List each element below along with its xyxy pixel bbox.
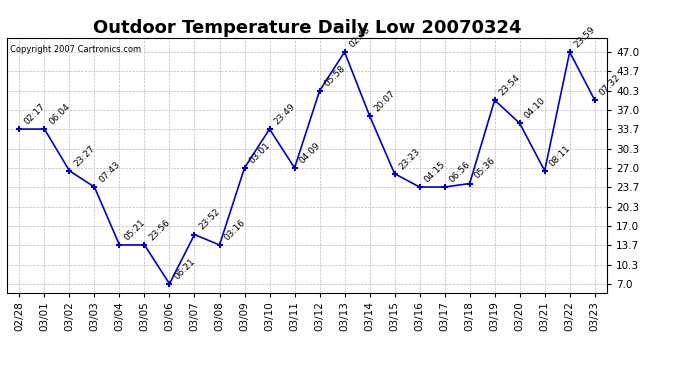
Text: 23:23: 23:23 [397, 146, 422, 171]
Text: 04:09: 04:09 [297, 141, 322, 165]
Text: 07:43: 07:43 [97, 160, 122, 184]
Text: 23:27: 23:27 [72, 144, 97, 168]
Text: Copyright 2007 Cartronics.com: Copyright 2007 Cartronics.com [10, 45, 141, 54]
Text: 06:04: 06:04 [47, 102, 72, 126]
Text: 20:07: 20:07 [373, 88, 397, 113]
Text: 06:56: 06:56 [447, 160, 472, 184]
Text: 05:58: 05:58 [322, 63, 347, 88]
Text: 05:36: 05:36 [473, 156, 497, 181]
Text: 02:48: 02:48 [347, 25, 372, 49]
Text: 03:01: 03:01 [247, 141, 272, 165]
Title: Outdoor Temperature Daily Low 20070324: Outdoor Temperature Daily Low 20070324 [92, 20, 522, 38]
Text: 08:11: 08:11 [547, 143, 572, 168]
Text: 05:21: 05:21 [122, 217, 147, 242]
Text: 07:32: 07:32 [598, 73, 622, 98]
Text: 23:56: 23:56 [147, 217, 172, 242]
Text: 23:54: 23:54 [497, 73, 522, 98]
Text: 23:59: 23:59 [573, 25, 597, 49]
Text: 03:16: 03:16 [222, 217, 247, 242]
Text: 04:10: 04:10 [522, 96, 547, 120]
Text: 02:17: 02:17 [22, 102, 47, 126]
Text: 23:52: 23:52 [197, 207, 221, 232]
Text: 23:49: 23:49 [273, 102, 297, 126]
Text: 04:15: 04:15 [422, 160, 447, 184]
Text: 06:21: 06:21 [172, 256, 197, 281]
